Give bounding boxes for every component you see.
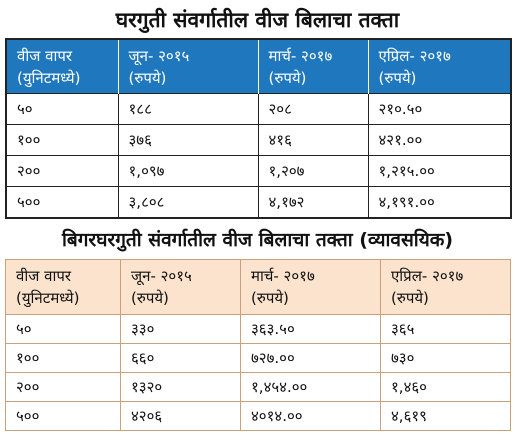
table-cell: ४०१४.०० — [240, 401, 381, 431]
table-cell: २०८ — [258, 93, 369, 125]
table-cell: ५० — [6, 93, 119, 125]
table-cell: १०० — [5, 343, 121, 373]
table-row: १०० ३७६ ४१६ ४२१.०० — [6, 124, 511, 156]
table-cell: १,४६० — [380, 372, 511, 402]
table-cell: ४२०६ — [120, 401, 241, 431]
header-consumption: वीज वापर (युनिटमध्ये) — [5, 259, 121, 315]
header-march-2017: मार्च- २०१७ (रुपये) — [258, 39, 369, 94]
table-cell: ३६५ — [380, 314, 511, 344]
table-row: ५० १८८ २०८ २१०.५० — [6, 93, 511, 125]
domestic-table-title: घरगुती संवर्गातील वीज बिलाचा तक्ता — [115, 8, 400, 32]
table-cell: ५०० — [6, 186, 119, 218]
table-cell: ६६० — [120, 343, 241, 373]
table-cell: ३६३.५० — [240, 314, 381, 344]
table-cell: १,२१५.०० — [368, 155, 511, 187]
table-cell: १,२०७ — [258, 155, 369, 187]
header-june-2015: जून- २०१५ (रुपये) — [120, 259, 241, 315]
table-row: २०० १,०९७ १,२०७ १,२१५.०० — [6, 155, 511, 187]
domestic-section: घरगुती संवर्गातील वीज बिलाचा तक्ता वीज व… — [0, 0, 515, 219]
commercial-table-title: बिगरघरगुती संवर्गातील वीज बिलाचा तक्ता (… — [61, 229, 454, 251]
table-cell: ३,८०८ — [118, 186, 259, 218]
table-cell: १,४५४.०० — [240, 372, 381, 402]
header-april-2017: एप्रिल- २०१७ (रुपये) — [380, 259, 511, 315]
table-cell: ४,६१९ — [380, 401, 511, 431]
table-cell: २०० — [5, 372, 121, 402]
header-march-2017: मार्च- २०१७ (रुपये) — [240, 259, 381, 315]
table-cell: १३२० — [120, 372, 241, 402]
domestic-tariff-table: वीज वापर (युनिटमध्ये) जून- २०१५ (रुपये) मा… — [5, 38, 512, 219]
table-cell: ३७६ — [118, 124, 259, 156]
table-header-row: वीज वापर (युनिटमध्ये) जून- २०१५ (रुपये) मा… — [5, 259, 511, 315]
table-row: २०० १३२० १,४५४.०० १,४६० — [5, 372, 511, 402]
table-cell: १८८ — [118, 93, 259, 125]
table-row: १०० ६६० ७२७.०० ७३० — [5, 343, 511, 373]
table-cell: २१०.५० — [368, 93, 511, 125]
table-cell: ३३० — [120, 314, 241, 344]
commercial-section: बिगरघरगुती संवर्गातील वीज बिलाचा तक्ता (… — [0, 221, 515, 431]
table-cell: ४,१९१.०० — [368, 186, 511, 218]
table-cell: १,०९७ — [118, 155, 259, 187]
table-row: ५० ३३० ३६३.५० ३६५ — [5, 314, 511, 344]
table-cell: ७३० — [380, 343, 511, 373]
header-consumption: वीज वापर (युनिटमध्ये) — [6, 39, 119, 94]
table-cell: ४१६ — [258, 124, 369, 156]
header-april-2017: एप्रिल- २०१७ (रुपये) — [368, 39, 511, 94]
table-cell: ५०० — [5, 401, 121, 431]
table-cell: २०० — [6, 155, 119, 187]
table-row: ५०० ३,८०८ ४,१७२ ४,१९१.०० — [6, 186, 511, 218]
table-header-row: वीज वापर (युनिटमध्ये) जून- २०१५ (रुपये) मा… — [6, 39, 511, 94]
header-june-2015: जून- २०१५ (रुपये) — [118, 39, 259, 94]
commercial-tariff-table: वीज वापर (युनिटमध्ये) जून- २०१५ (रुपये) मा… — [5, 259, 511, 431]
table-cell: १०० — [6, 124, 119, 156]
table-cell: ४२१.०० — [368, 124, 511, 156]
table-row: ५०० ४२०६ ४०१४.०० ४,६१९ — [5, 401, 511, 431]
table-cell: ५० — [5, 314, 121, 344]
table-cell: ७२७.०० — [240, 343, 381, 373]
table-cell: ४,१७२ — [258, 186, 369, 218]
